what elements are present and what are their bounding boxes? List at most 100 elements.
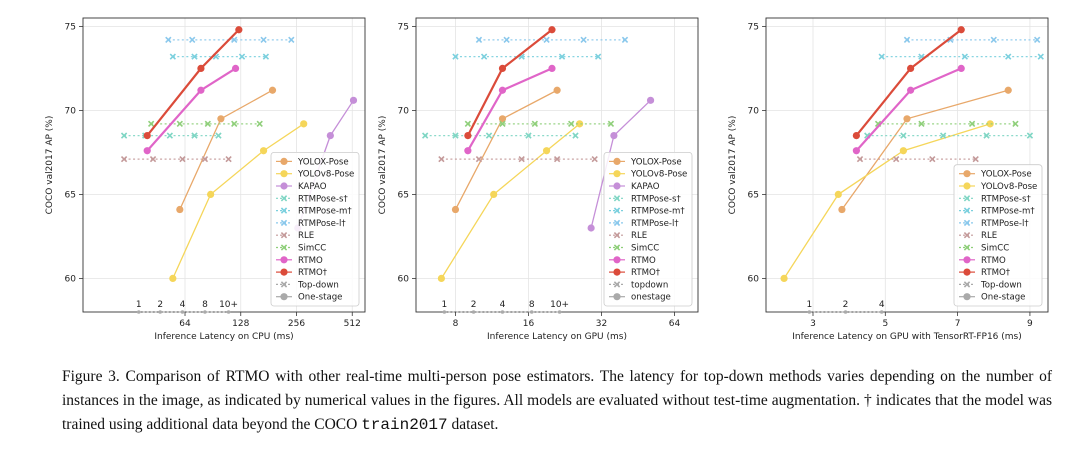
instance-count-label: 4	[180, 300, 186, 310]
data-point	[179, 155, 186, 163]
data-point	[438, 155, 445, 163]
data-point	[464, 147, 472, 155]
series-rtmpose_m	[878, 53, 1044, 60]
legend-item: Top-down	[276, 280, 339, 290]
figure-caption: Figure 3. Comparison of RTMO with other …	[62, 365, 1052, 437]
y-tick-label: 60	[65, 274, 77, 284]
legend-item: RTMO†	[276, 268, 328, 278]
x-tick-label: 9	[1027, 319, 1033, 329]
legend-marker	[280, 268, 288, 276]
y-tick-label: 70	[65, 106, 77, 116]
y-axis-label: COCO val2017 AP (%)	[45, 116, 55, 215]
data-point	[475, 36, 483, 44]
data-point	[231, 120, 238, 128]
data-point	[646, 96, 655, 104]
caption-text-1: Figure 3. Comparison of RTMO with other …	[62, 368, 1052, 433]
y-tick-label: 65	[748, 190, 759, 200]
legend-item: RTMPose-s†	[609, 194, 681, 204]
legend-marker	[613, 232, 621, 239]
y-tick-label: 70	[748, 106, 760, 116]
y-axis-label: COCO val2017 AP (%)	[378, 116, 388, 215]
data-point	[986, 120, 994, 128]
legend-item: RTMPose-l†	[959, 219, 1029, 229]
y-tick-label: 70	[398, 106, 410, 116]
legend-item: Top-down	[959, 280, 1022, 290]
data-point	[225, 155, 232, 163]
y-tick-label: 65	[398, 190, 409, 200]
data-point	[464, 132, 472, 140]
caption-dataset-code: train2017	[361, 416, 448, 434]
data-point	[166, 132, 174, 139]
legend-marker	[613, 207, 621, 214]
legend: YOLOX-Pose YOLOv8-Pose KAPAO RTMPose-s† RTMP…	[603, 151, 693, 307]
series-line	[783, 123, 991, 279]
legend-label: One-stage	[981, 293, 1025, 303]
series-rtmo_dagger	[464, 26, 556, 140]
data-point	[983, 132, 990, 139]
instance-count-marker	[529, 310, 534, 314]
legend-marker	[280, 232, 288, 239]
data-point	[518, 155, 525, 163]
legend-label: RTMPose-s†	[298, 194, 348, 204]
series-yolox	[451, 86, 561, 214]
data-point	[176, 205, 184, 214]
legend-marker	[613, 281, 621, 288]
data-point	[903, 36, 911, 44]
y-tick-label: 75	[398, 22, 409, 32]
legend-label: YOLOv8-Pose	[297, 170, 354, 180]
data-point	[939, 132, 947, 139]
legend-item: SimCC	[276, 244, 326, 254]
legend-marker	[280, 170, 288, 178]
data-point	[957, 64, 965, 72]
legend-marker	[613, 170, 621, 178]
legend-marker	[280, 182, 288, 190]
data-point	[892, 155, 900, 163]
instance-count-label: 8	[202, 300, 208, 310]
legend-box	[270, 151, 360, 307]
data-point	[288, 36, 295, 44]
data-point	[580, 36, 587, 44]
data-point	[929, 155, 936, 163]
x-tick-label: 32	[596, 319, 607, 329]
series-line	[146, 28, 240, 137]
legend-label: SimCC	[631, 244, 659, 254]
legend-item: YOLOv8-Pose	[959, 182, 1037, 192]
instance-count-marker	[879, 310, 884, 314]
series-rtmpose_l	[903, 36, 1041, 44]
chart-panel-3: 3 5 7 9 60 65 70 75 Inference Latency on GPU wit…	[728, 17, 1049, 342]
x-axis-label: Inference Latency on GPU (ms)	[487, 332, 627, 342]
legend-marker	[963, 219, 971, 227]
x-tick-label: 64	[179, 319, 191, 329]
x-tick-label: 128	[232, 319, 249, 329]
data-point	[169, 274, 177, 282]
series-line	[172, 123, 305, 279]
legend-marker	[963, 281, 971, 288]
legend-label: RTMO	[981, 256, 1006, 266]
data-point	[780, 274, 788, 282]
y-tick-label: 60	[748, 274, 760, 284]
data-point	[587, 224, 595, 232]
legend-marker	[280, 293, 288, 301]
series-line	[466, 28, 553, 137]
legend-label: RTMO	[631, 256, 656, 266]
data-point	[143, 132, 151, 140]
instance-count-marker	[136, 310, 141, 314]
legend-label: SimCC	[981, 244, 1009, 254]
legend-label: RTMO	[298, 256, 323, 266]
data-point	[568, 120, 575, 128]
instance-count-marker	[442, 310, 447, 314]
data-point	[176, 120, 183, 128]
legend-item: YOLOX-Pose	[609, 157, 682, 167]
legend-item: One-stage	[959, 293, 1025, 303]
data-point	[326, 132, 334, 140]
data-point	[558, 53, 566, 60]
data-point	[852, 147, 860, 155]
x-tick-label: 7	[955, 319, 961, 329]
series-yolox	[176, 86, 277, 214]
instance-count-label: 4	[500, 300, 506, 310]
legend: YOLOX-Pose YOLOv8-Pose RTMPose-s† RTMPose-m…	[953, 164, 1043, 307]
legend-item: RTMPose-m†	[959, 207, 1035, 217]
legend-label: RTMPose-l†	[631, 219, 679, 229]
x-tick-label: 64	[669, 319, 681, 329]
legend-box	[953, 164, 1043, 307]
